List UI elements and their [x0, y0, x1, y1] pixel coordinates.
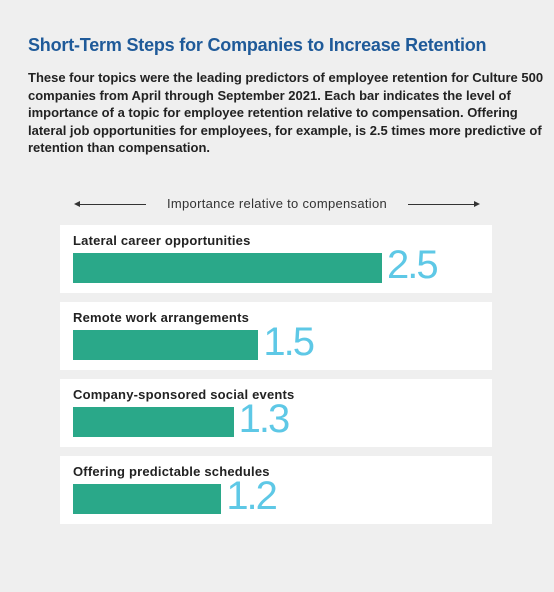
category-label: Remote work arrangements	[73, 310, 250, 325]
bar-card: Remote work arrangements 1.5	[60, 302, 492, 370]
bar	[73, 253, 382, 283]
axis-line-right	[408, 204, 478, 205]
axis-header: Importance relative to compensation	[74, 196, 480, 214]
chart-subtitle: These four topics were the leading predi…	[28, 70, 544, 155]
axis-line-left	[76, 204, 146, 205]
value-label: 1.2	[226, 474, 278, 518]
category-label: Company-sponsored social events	[73, 387, 295, 402]
bar-card: Lateral career opportunities 2.5	[60, 225, 492, 293]
value-label: 1.3	[238, 397, 291, 441]
value-label: 2.5	[387, 243, 439, 287]
bar-chart: Lateral career opportunities 2.5 Remote wo…	[60, 225, 492, 533]
bar-card: Company-sponsored social events 1.3	[60, 379, 492, 447]
chart-title: Short-Term Steps for Companies to Increa…	[28, 35, 487, 55]
bar	[73, 484, 222, 514]
arrow-right-icon	[474, 201, 480, 207]
bar	[73, 330, 259, 360]
category-label: Offering predictable schedules	[73, 464, 270, 479]
bar-card: Offering predictable schedules 1.2	[60, 456, 492, 524]
bar	[73, 407, 234, 437]
category-label: Lateral career opportunities	[73, 233, 251, 248]
axis-label: Importance relative to compensation	[166, 196, 388, 211]
value-label: 1.5	[263, 320, 315, 364]
